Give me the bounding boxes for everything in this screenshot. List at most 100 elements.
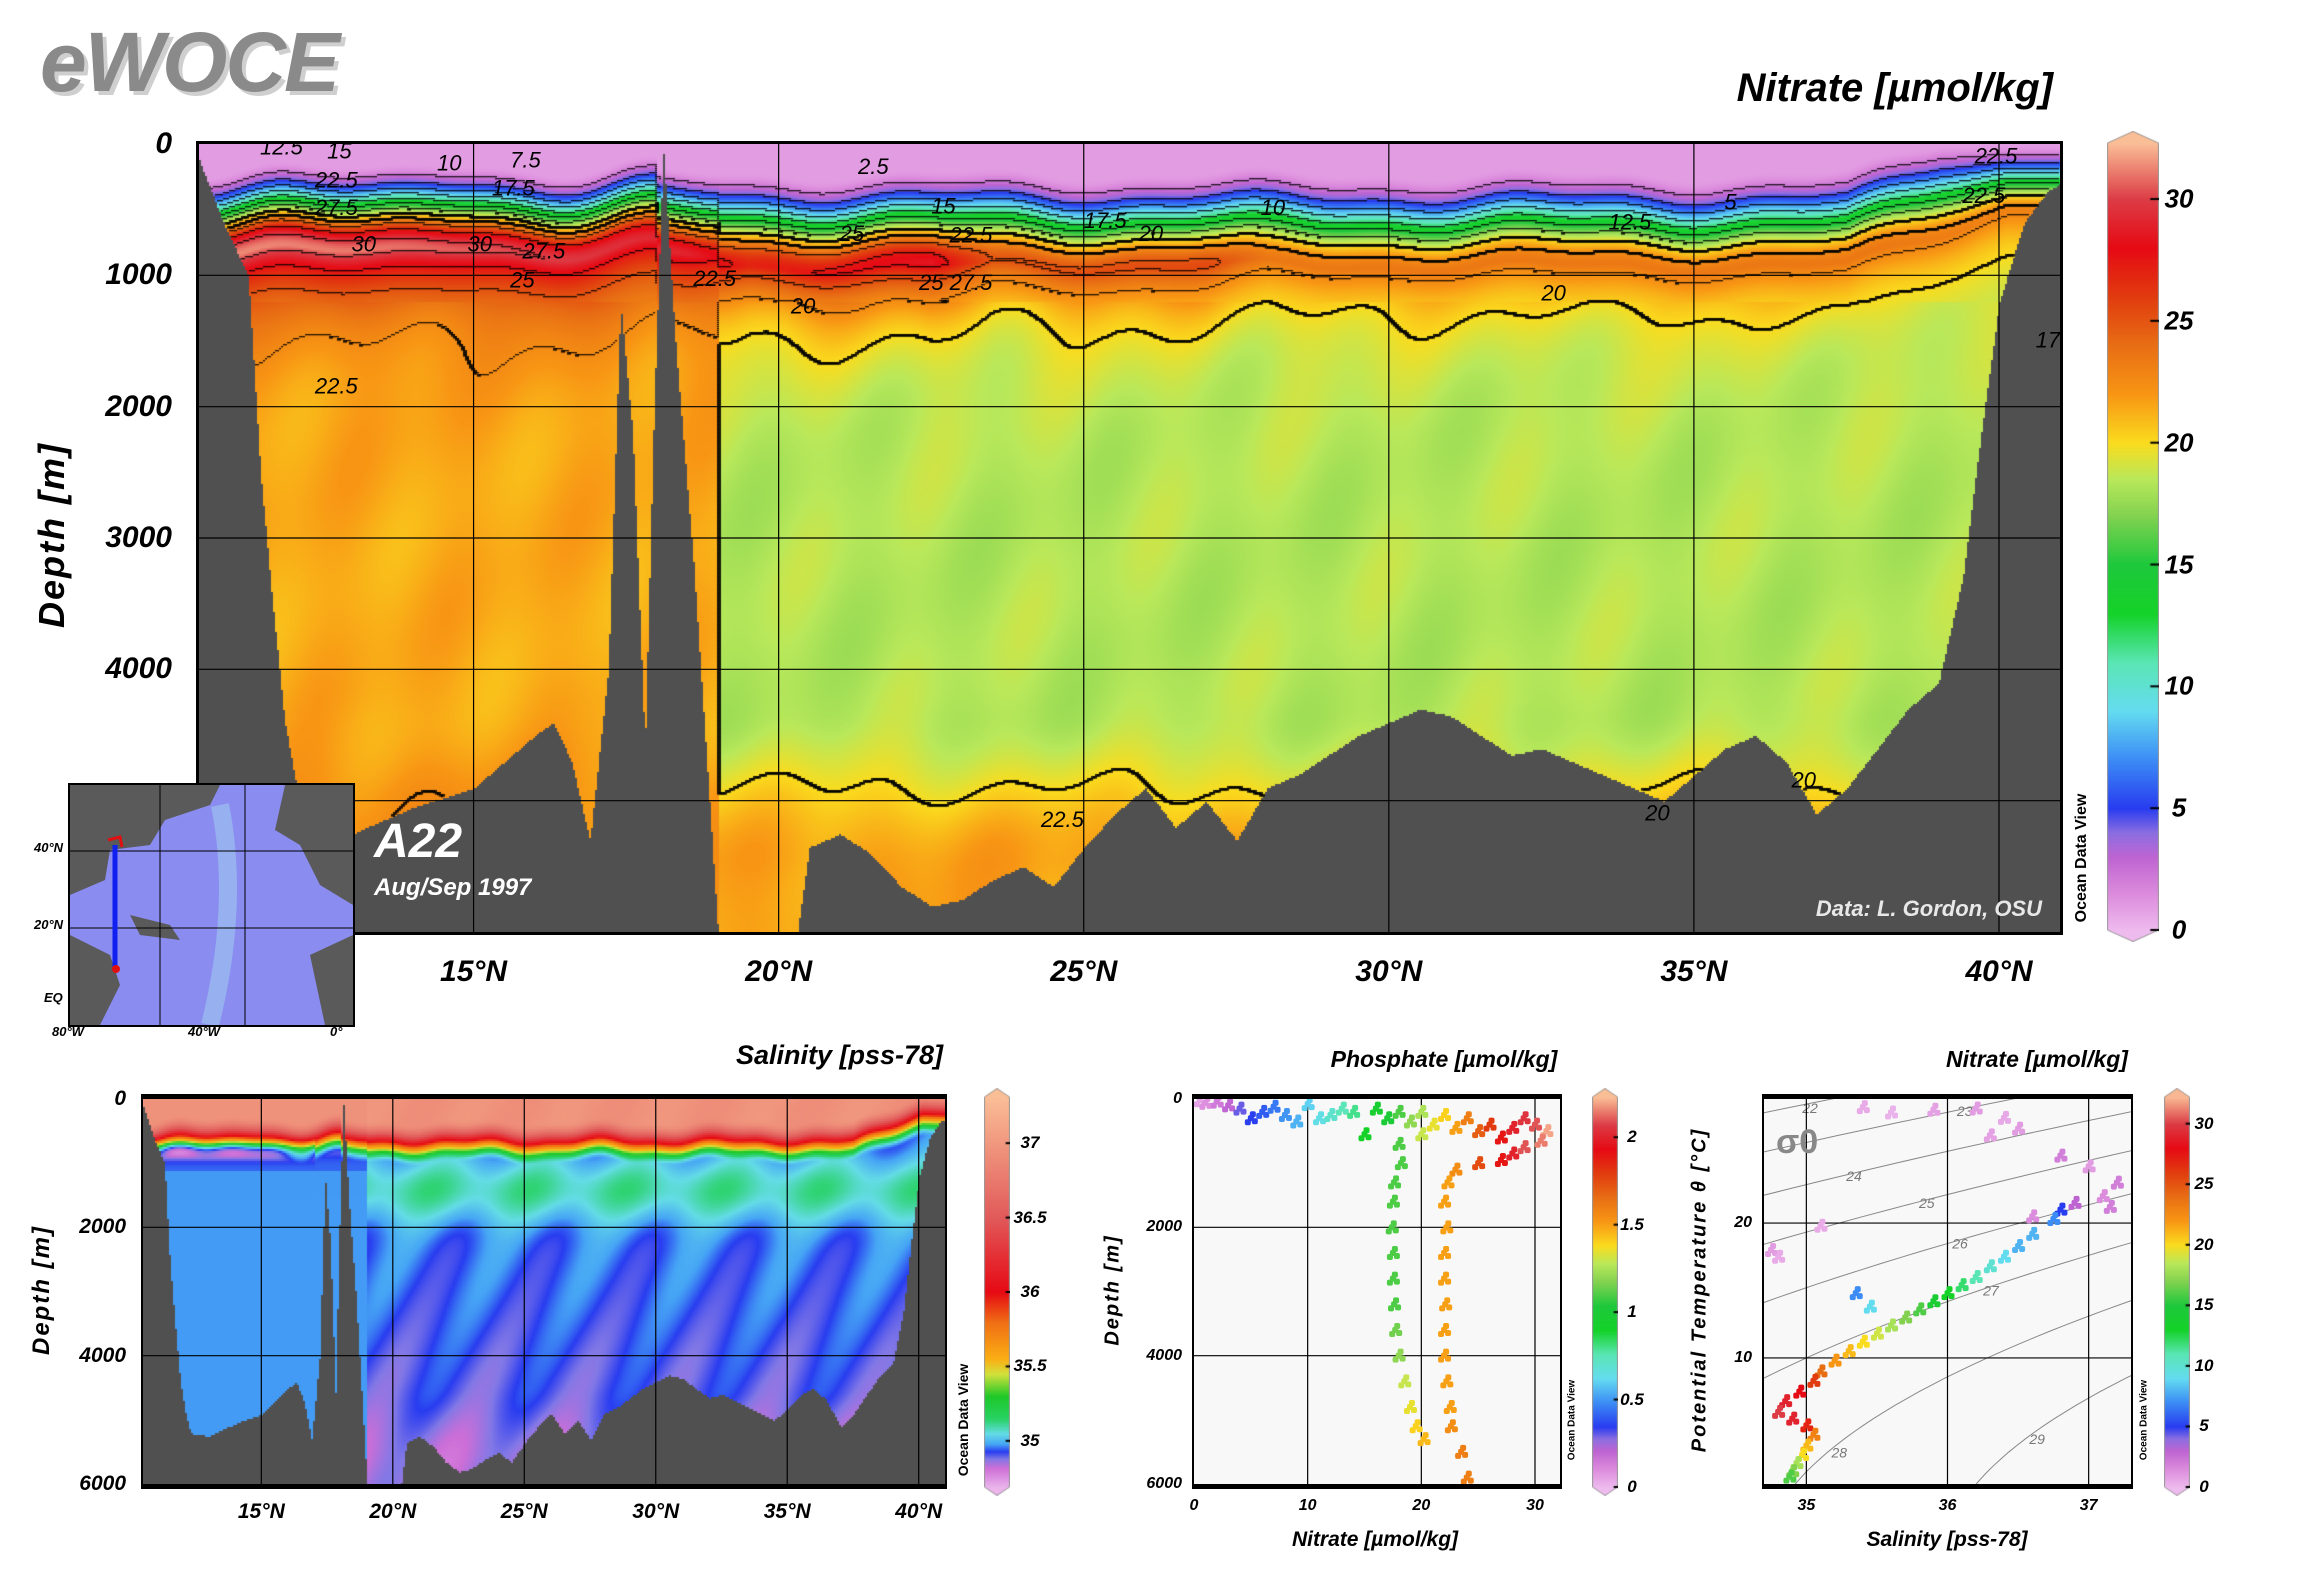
data-point xyxy=(1408,1400,1415,1406)
data-point xyxy=(1393,1278,1400,1285)
isopycnal-label: 29 xyxy=(2028,1431,2045,1447)
data-point xyxy=(1795,1456,1802,1463)
data-point xyxy=(1443,1348,1450,1355)
data-point xyxy=(1800,1426,1807,1433)
data-point xyxy=(1409,1427,1416,1434)
salinity-grid-overlay xyxy=(143,1099,945,1484)
data-point xyxy=(1443,1323,1450,1329)
data-point xyxy=(1392,1144,1399,1151)
data-point xyxy=(1522,1140,1529,1147)
data-point xyxy=(1426,1125,1433,1132)
data-point xyxy=(1807,1381,1814,1388)
data-point xyxy=(1393,1201,1400,1208)
nitrate-grid-overlay: 12.5 15 10 7.5 22.5 27.5 17.5 30 30 27.5 25 2.5 15 22… xyxy=(199,144,2060,932)
inset-lat-40n: 40°N xyxy=(34,840,64,855)
data-point xyxy=(2004,1256,2011,1263)
data-point xyxy=(1222,1106,1229,1113)
data-point xyxy=(1506,1128,1513,1135)
phosphate-colorbar-tick-label: 0 xyxy=(1627,1477,1637,1496)
data-point xyxy=(1445,1374,1452,1381)
data-point xyxy=(1460,1119,1467,1126)
data-point xyxy=(1856,1342,1863,1349)
data-point xyxy=(1807,1425,1814,1432)
data-point xyxy=(1374,1101,1381,1108)
data-point xyxy=(1462,1451,1469,1458)
data-point xyxy=(1443,1408,1450,1414)
data-point xyxy=(1295,1114,1302,1121)
data-point xyxy=(1388,1305,1395,1312)
sigma0-label: σ0 xyxy=(1776,1123,1819,1161)
data-point xyxy=(1438,1116,1445,1123)
nitrate-colorbar xyxy=(2107,131,2159,942)
data-point xyxy=(2031,1209,2038,1216)
data-point xyxy=(1847,1344,1854,1351)
contour-label: 7.5 xyxy=(510,148,541,173)
contour-label: 10 xyxy=(437,150,462,175)
data-point xyxy=(1408,1114,1415,1121)
data-point xyxy=(2103,1196,2110,1203)
ts-colorbar-tick-label: 10 xyxy=(2194,1355,2214,1375)
data-point xyxy=(1446,1175,1453,1182)
data-point xyxy=(1308,1104,1315,1111)
data-point xyxy=(1800,1391,1807,1398)
data-point xyxy=(1448,1182,1455,1189)
contour-label: 20 xyxy=(1138,221,1164,246)
data-point xyxy=(1238,1101,1245,1108)
contour-label: 20 xyxy=(1791,768,1817,793)
data-point xyxy=(1194,1101,1200,1108)
data-point xyxy=(1391,1271,1398,1278)
data-point xyxy=(1906,1317,1913,1324)
data-point xyxy=(1392,1356,1399,1363)
data-point xyxy=(1240,1108,1247,1115)
data-point xyxy=(1904,1310,1911,1317)
data-point xyxy=(1934,1109,1941,1116)
ewoce-logo: eWOCE xyxy=(40,15,340,109)
data-point xyxy=(2089,1166,2096,1173)
data-point xyxy=(2031,1226,2038,1233)
data-point xyxy=(2108,1199,2115,1206)
data-point xyxy=(2052,1212,2059,1219)
data-point xyxy=(1217,1101,1224,1108)
isopycnal-label: 27 xyxy=(1982,1282,2000,1298)
y-tick-label: 4000 xyxy=(105,652,172,686)
data-point xyxy=(1842,1352,1849,1359)
data-point xyxy=(1410,1121,1417,1128)
data-point xyxy=(1443,1108,1450,1115)
contour-label: 20 xyxy=(1540,280,1566,305)
data-point xyxy=(1535,1124,1542,1131)
data-point xyxy=(1417,1440,1424,1447)
y-tick-label: 6000 xyxy=(1146,1475,1182,1492)
main-ylabel: Depth [m] xyxy=(31,442,72,628)
data-point xyxy=(1833,1353,1840,1360)
data-point xyxy=(2026,1234,2033,1241)
inset-lon-80w: 80°W xyxy=(52,1024,84,1039)
data-point xyxy=(1393,1175,1400,1182)
data-point xyxy=(2017,1121,2024,1128)
nitrate-depth-points xyxy=(1194,1099,1560,1484)
data-point xyxy=(2082,1167,2089,1174)
x-tick-label: 36 xyxy=(1938,1497,1957,1514)
data-point xyxy=(1948,1293,1955,1300)
inset-lat-20n: 20°N xyxy=(34,917,64,932)
data-point xyxy=(1528,1125,1535,1132)
data-point xyxy=(1438,1331,1445,1337)
data-point xyxy=(1506,1154,1513,1161)
data-point xyxy=(1790,1476,1797,1483)
contour-label: 22.5 xyxy=(314,167,359,192)
data-point xyxy=(1443,1246,1450,1252)
data-point xyxy=(1410,1407,1417,1413)
contour-label: 20 xyxy=(790,293,816,318)
data-point xyxy=(1415,1112,1422,1119)
data-credit: Data: L. Gordon, OSU xyxy=(1815,896,2042,921)
contour-label: 25 27.5 xyxy=(918,270,993,295)
data-point xyxy=(1941,1294,1948,1301)
data-point xyxy=(1786,1401,1793,1408)
data-point xyxy=(1807,1445,1814,1452)
data-point xyxy=(1983,1267,1990,1274)
contour-label: 22.5 xyxy=(1040,807,1085,832)
data-point xyxy=(1397,1136,1404,1143)
data-point xyxy=(1445,1355,1452,1362)
y-tick-label: 4000 xyxy=(1146,1346,1182,1364)
data-point xyxy=(1456,1169,1463,1176)
data-point xyxy=(1263,1111,1270,1118)
